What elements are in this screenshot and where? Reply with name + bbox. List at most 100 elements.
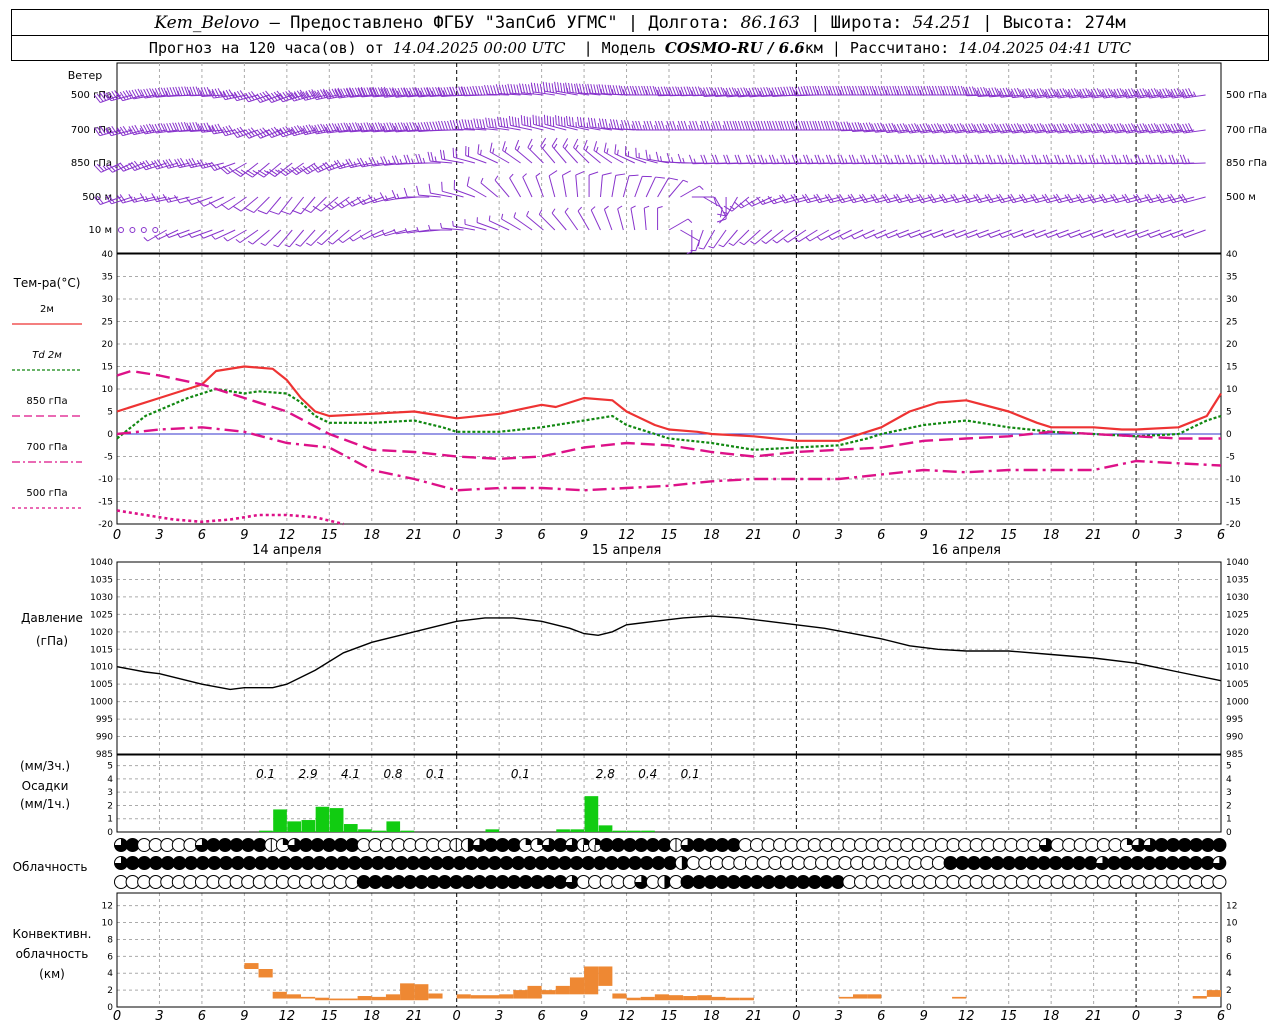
cloud-symbol	[850, 856, 865, 870]
temp-legend-label: 850 гПа	[26, 396, 67, 407]
wind-barb	[717, 196, 738, 217]
wind-barb	[984, 193, 1012, 204]
barb-feather	[417, 87, 423, 97]
barb-feather	[1098, 194, 1105, 203]
barb-feather	[325, 89, 332, 99]
wind-barb	[1064, 193, 1092, 204]
barb-feather	[322, 162, 330, 171]
cloud-symbol	[807, 838, 822, 852]
barb-half-feather	[913, 158, 917, 164]
wind-barb	[1101, 229, 1126, 238]
cloud-overcast-icon	[254, 856, 269, 870]
wind-barb	[311, 123, 339, 135]
cloud-clear-icon	[1154, 875, 1169, 889]
barb-feather	[823, 120, 828, 131]
cloud-symbol	[888, 875, 903, 889]
cloud-overcast-icon	[541, 875, 556, 889]
cloud-symbol	[733, 856, 748, 870]
wind-barb	[327, 229, 350, 245]
temp-xtick: 9	[920, 528, 928, 543]
barb-half-feather	[1124, 233, 1129, 238]
conv-ytick-right: 0	[1226, 1003, 1232, 1013]
barb-feather	[200, 87, 206, 97]
barb-feather	[706, 120, 711, 131]
barb-feather	[1113, 193, 1120, 203]
conv-cloud-bar	[315, 997, 330, 1001]
barb-half-feather	[1055, 233, 1060, 238]
wind-barb	[975, 229, 1001, 238]
barb-feather	[507, 83, 511, 94]
cloud-symbol	[588, 838, 603, 852]
barb-feather	[268, 93, 275, 102]
barb-feather	[1087, 194, 1094, 203]
calm-wind-icon	[129, 227, 136, 233]
cloud-symbol	[1048, 856, 1063, 870]
cloud-clear-icon	[1108, 838, 1123, 852]
cloud-three-quarter-icon	[1212, 856, 1226, 870]
wind-barb	[232, 196, 259, 212]
barb-feather	[635, 147, 637, 158]
cloud-symbol	[379, 875, 394, 889]
cloud-symbol	[441, 856, 456, 870]
cloud-clear-icon	[877, 875, 892, 889]
barb-feather	[128, 90, 135, 100]
barb-staff	[540, 145, 556, 164]
barb-feather	[199, 159, 206, 168]
barb-staff	[1093, 229, 1115, 238]
wind-level-label-left: 500 гПа	[71, 90, 112, 101]
cloud-clear-icon	[885, 856, 900, 870]
barb-half-feather	[336, 126, 340, 132]
conv-xtick: 0	[453, 1009, 461, 1024]
barb-feather	[1064, 124, 1071, 134]
pressure-ytick-left: 1010	[90, 663, 113, 673]
barb-feather	[706, 87, 711, 97]
barb-feather	[133, 160, 141, 169]
cloud-symbol	[495, 838, 510, 852]
barb-half-feather	[1056, 91, 1060, 97]
cloud-overcast-icon	[1177, 856, 1192, 870]
temp-ytick-right: 10	[1226, 385, 1238, 395]
conv-xtick: 12	[958, 1009, 975, 1024]
cloud-clear-icon	[888, 875, 903, 889]
cloud-symbol	[738, 875, 753, 889]
barb-feather	[571, 83, 574, 93]
pressure-panel-frame	[116, 561, 1222, 755]
wind-barb	[489, 142, 510, 164]
barb-feather	[406, 87, 411, 97]
barb-feather	[828, 154, 834, 164]
cloud-symbol	[452, 856, 467, 870]
barb-feather	[669, 86, 674, 96]
barb-feather	[1139, 123, 1145, 133]
barb-feather	[458, 120, 463, 130]
wind-level-label-left: 10 м	[89, 225, 112, 236]
barb-feather	[108, 163, 116, 172]
wind-barb	[1055, 229, 1081, 238]
barb-feather	[437, 87, 443, 97]
wind-barb	[128, 160, 156, 171]
barb-feather	[1148, 154, 1153, 164]
barb-feather	[1179, 124, 1185, 134]
barb-feather	[1068, 154, 1073, 164]
barb-feather	[311, 125, 317, 135]
barb-feather	[734, 88, 739, 98]
barb-feather	[1125, 154, 1130, 164]
cloud-symbol	[312, 856, 327, 870]
barb-staff	[453, 225, 476, 231]
wind-barb	[277, 162, 304, 177]
barb-half-feather	[924, 158, 928, 164]
barb-staff	[796, 196, 818, 204]
pressure-ytick-left: 990	[96, 733, 113, 743]
cloud-overcast-icon	[966, 856, 981, 870]
barb-feather	[714, 87, 720, 97]
conv-cloud-bar	[683, 996, 698, 1001]
barb-feather	[985, 88, 991, 98]
barb-feather	[394, 88, 400, 98]
barb-feather	[1059, 88, 1065, 98]
barb-feather	[669, 120, 674, 131]
barb-feather	[222, 165, 231, 173]
barb-feather	[734, 154, 739, 164]
wind-barb	[94, 91, 122, 103]
barb-feather	[403, 87, 409, 97]
conv-xtick: 21	[406, 1009, 423, 1024]
barb-feather	[961, 194, 968, 203]
